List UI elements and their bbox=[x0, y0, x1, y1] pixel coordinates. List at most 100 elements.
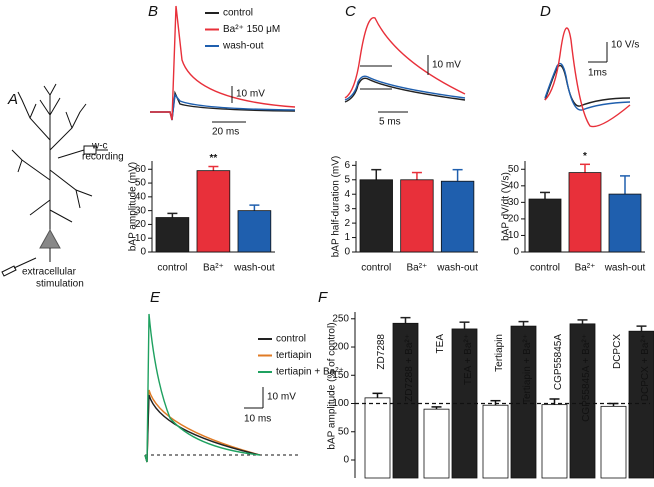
trace bbox=[150, 5, 296, 121]
bar bbox=[451, 328, 478, 479]
y-axis-label: bAP amplitude (mV) bbox=[128, 162, 139, 251]
bar bbox=[528, 198, 562, 253]
category-label: wash-out bbox=[233, 263, 275, 274]
bar bbox=[541, 404, 568, 479]
panel-letter: B bbox=[148, 3, 158, 20]
significance: * bbox=[583, 151, 587, 162]
bar bbox=[628, 330, 654, 479]
significance: ** bbox=[210, 153, 218, 164]
y-tick-label: 0 bbox=[513, 247, 519, 258]
bar bbox=[440, 180, 475, 253]
y-axis-label: bAP dV/dt (V/s) bbox=[501, 172, 512, 241]
y-tick-label: 10 bbox=[508, 230, 520, 241]
y-tick-label: 40 bbox=[508, 180, 520, 191]
category-label: control bbox=[361, 263, 391, 274]
category-label: Tertiapin bbox=[494, 334, 505, 372]
category-label: TEA + Ba²⁺ bbox=[463, 334, 474, 385]
y-tick-label: 40 bbox=[135, 191, 147, 202]
scale-label: 10 mV bbox=[236, 89, 265, 100]
recording-label: recording bbox=[82, 152, 124, 163]
scale-label: 10 mV bbox=[432, 60, 461, 71]
panel-letter: F bbox=[318, 289, 328, 306]
bar bbox=[400, 179, 434, 253]
y-tick-label: 10 bbox=[135, 233, 147, 244]
scale-bar bbox=[378, 55, 429, 113]
y-tick-label: 60 bbox=[135, 164, 147, 175]
y-tick-label: 30 bbox=[508, 197, 520, 208]
bar bbox=[568, 172, 602, 253]
category-label: control bbox=[530, 263, 560, 274]
half-width-line bbox=[360, 65, 392, 90]
y-axis-label: bAP amplitude (% of control) bbox=[327, 322, 338, 449]
y-tick-label: 50 bbox=[135, 178, 147, 189]
bar bbox=[364, 397, 391, 479]
trace bbox=[344, 77, 466, 103]
category-label: wash-out bbox=[436, 263, 478, 274]
y-tick-label: 250 bbox=[332, 313, 349, 324]
bar bbox=[569, 323, 596, 479]
y-tick-label: 3 bbox=[344, 203, 350, 214]
bar bbox=[359, 179, 393, 253]
trace bbox=[144, 389, 261, 463]
trace bbox=[544, 62, 631, 111]
stimulation-label: extracellular bbox=[22, 267, 77, 278]
category-label: Ba²⁺ bbox=[407, 263, 428, 274]
scale-bar bbox=[212, 86, 246, 123]
y-tick-label: 0 bbox=[344, 247, 350, 258]
y-tick-label: 100 bbox=[332, 398, 349, 409]
trace bbox=[144, 394, 261, 463]
panel-letter: C bbox=[345, 3, 356, 20]
category-label: ZD7288 bbox=[376, 334, 387, 370]
category-label: Tertiapin + Ba²⁺ bbox=[522, 334, 533, 404]
trace bbox=[144, 313, 261, 463]
y-tick-label: 50 bbox=[508, 164, 520, 175]
trace bbox=[344, 17, 466, 99]
category-label: wash-out bbox=[604, 263, 646, 274]
y-axis-label: bAP half-duration (mV) bbox=[331, 156, 342, 258]
y-tick-label: 2 bbox=[344, 218, 350, 229]
legend-label: control bbox=[223, 8, 253, 19]
legend-label: tertiapin bbox=[276, 350, 312, 361]
bar bbox=[482, 404, 509, 479]
scale-label: 10 V/s bbox=[611, 40, 639, 51]
scale-bar bbox=[244, 387, 264, 409]
trace bbox=[544, 27, 631, 128]
scale-label: 5 ms bbox=[379, 117, 401, 128]
bar bbox=[196, 170, 231, 253]
y-tick-label: 6 bbox=[344, 160, 350, 171]
y-tick-label: 0 bbox=[343, 455, 349, 466]
category-label: Ba²⁺ bbox=[203, 263, 224, 274]
neuron-drawing bbox=[1, 83, 108, 277]
bar bbox=[155, 217, 190, 253]
scale-label: 20 ms bbox=[212, 127, 239, 138]
scale-bar bbox=[588, 42, 608, 63]
y-tick-label: 0 bbox=[140, 247, 146, 258]
category-label: CGP55845A bbox=[553, 334, 564, 390]
legend-label: tertiapin + Ba²⁺ bbox=[276, 367, 344, 378]
stimulation-label: stimulation bbox=[36, 279, 84, 290]
y-tick-label: 30 bbox=[135, 205, 147, 216]
bar bbox=[423, 408, 450, 479]
y-tick-label: 4 bbox=[344, 189, 350, 200]
bar bbox=[608, 193, 642, 253]
category-label: ZD7288 + Ba²⁺ bbox=[404, 334, 415, 402]
y-tick-label: 20 bbox=[508, 214, 520, 225]
panel-letter: A bbox=[7, 91, 18, 108]
y-tick-label: 150 bbox=[332, 370, 349, 381]
y-tick-label: 200 bbox=[332, 342, 349, 353]
y-tick-label: 5 bbox=[344, 174, 350, 185]
legend-label: Ba²⁺ 150 μM bbox=[223, 24, 280, 35]
category-label: Ba²⁺ bbox=[575, 263, 596, 274]
scale-label: 10 mV bbox=[267, 392, 296, 403]
panel-letter: E bbox=[150, 289, 161, 306]
panel-letter: D bbox=[540, 3, 551, 20]
trace bbox=[344, 75, 466, 101]
trace bbox=[150, 93, 296, 121]
scale-label: 10 ms bbox=[244, 414, 271, 425]
recording-label: w-c bbox=[91, 141, 108, 152]
category-label: CGP55845A + Ba²⁺ bbox=[581, 334, 592, 422]
category-label: DCPCX + Ba²⁺ bbox=[640, 334, 651, 401]
bar bbox=[510, 325, 537, 479]
bar bbox=[237, 210, 272, 253]
